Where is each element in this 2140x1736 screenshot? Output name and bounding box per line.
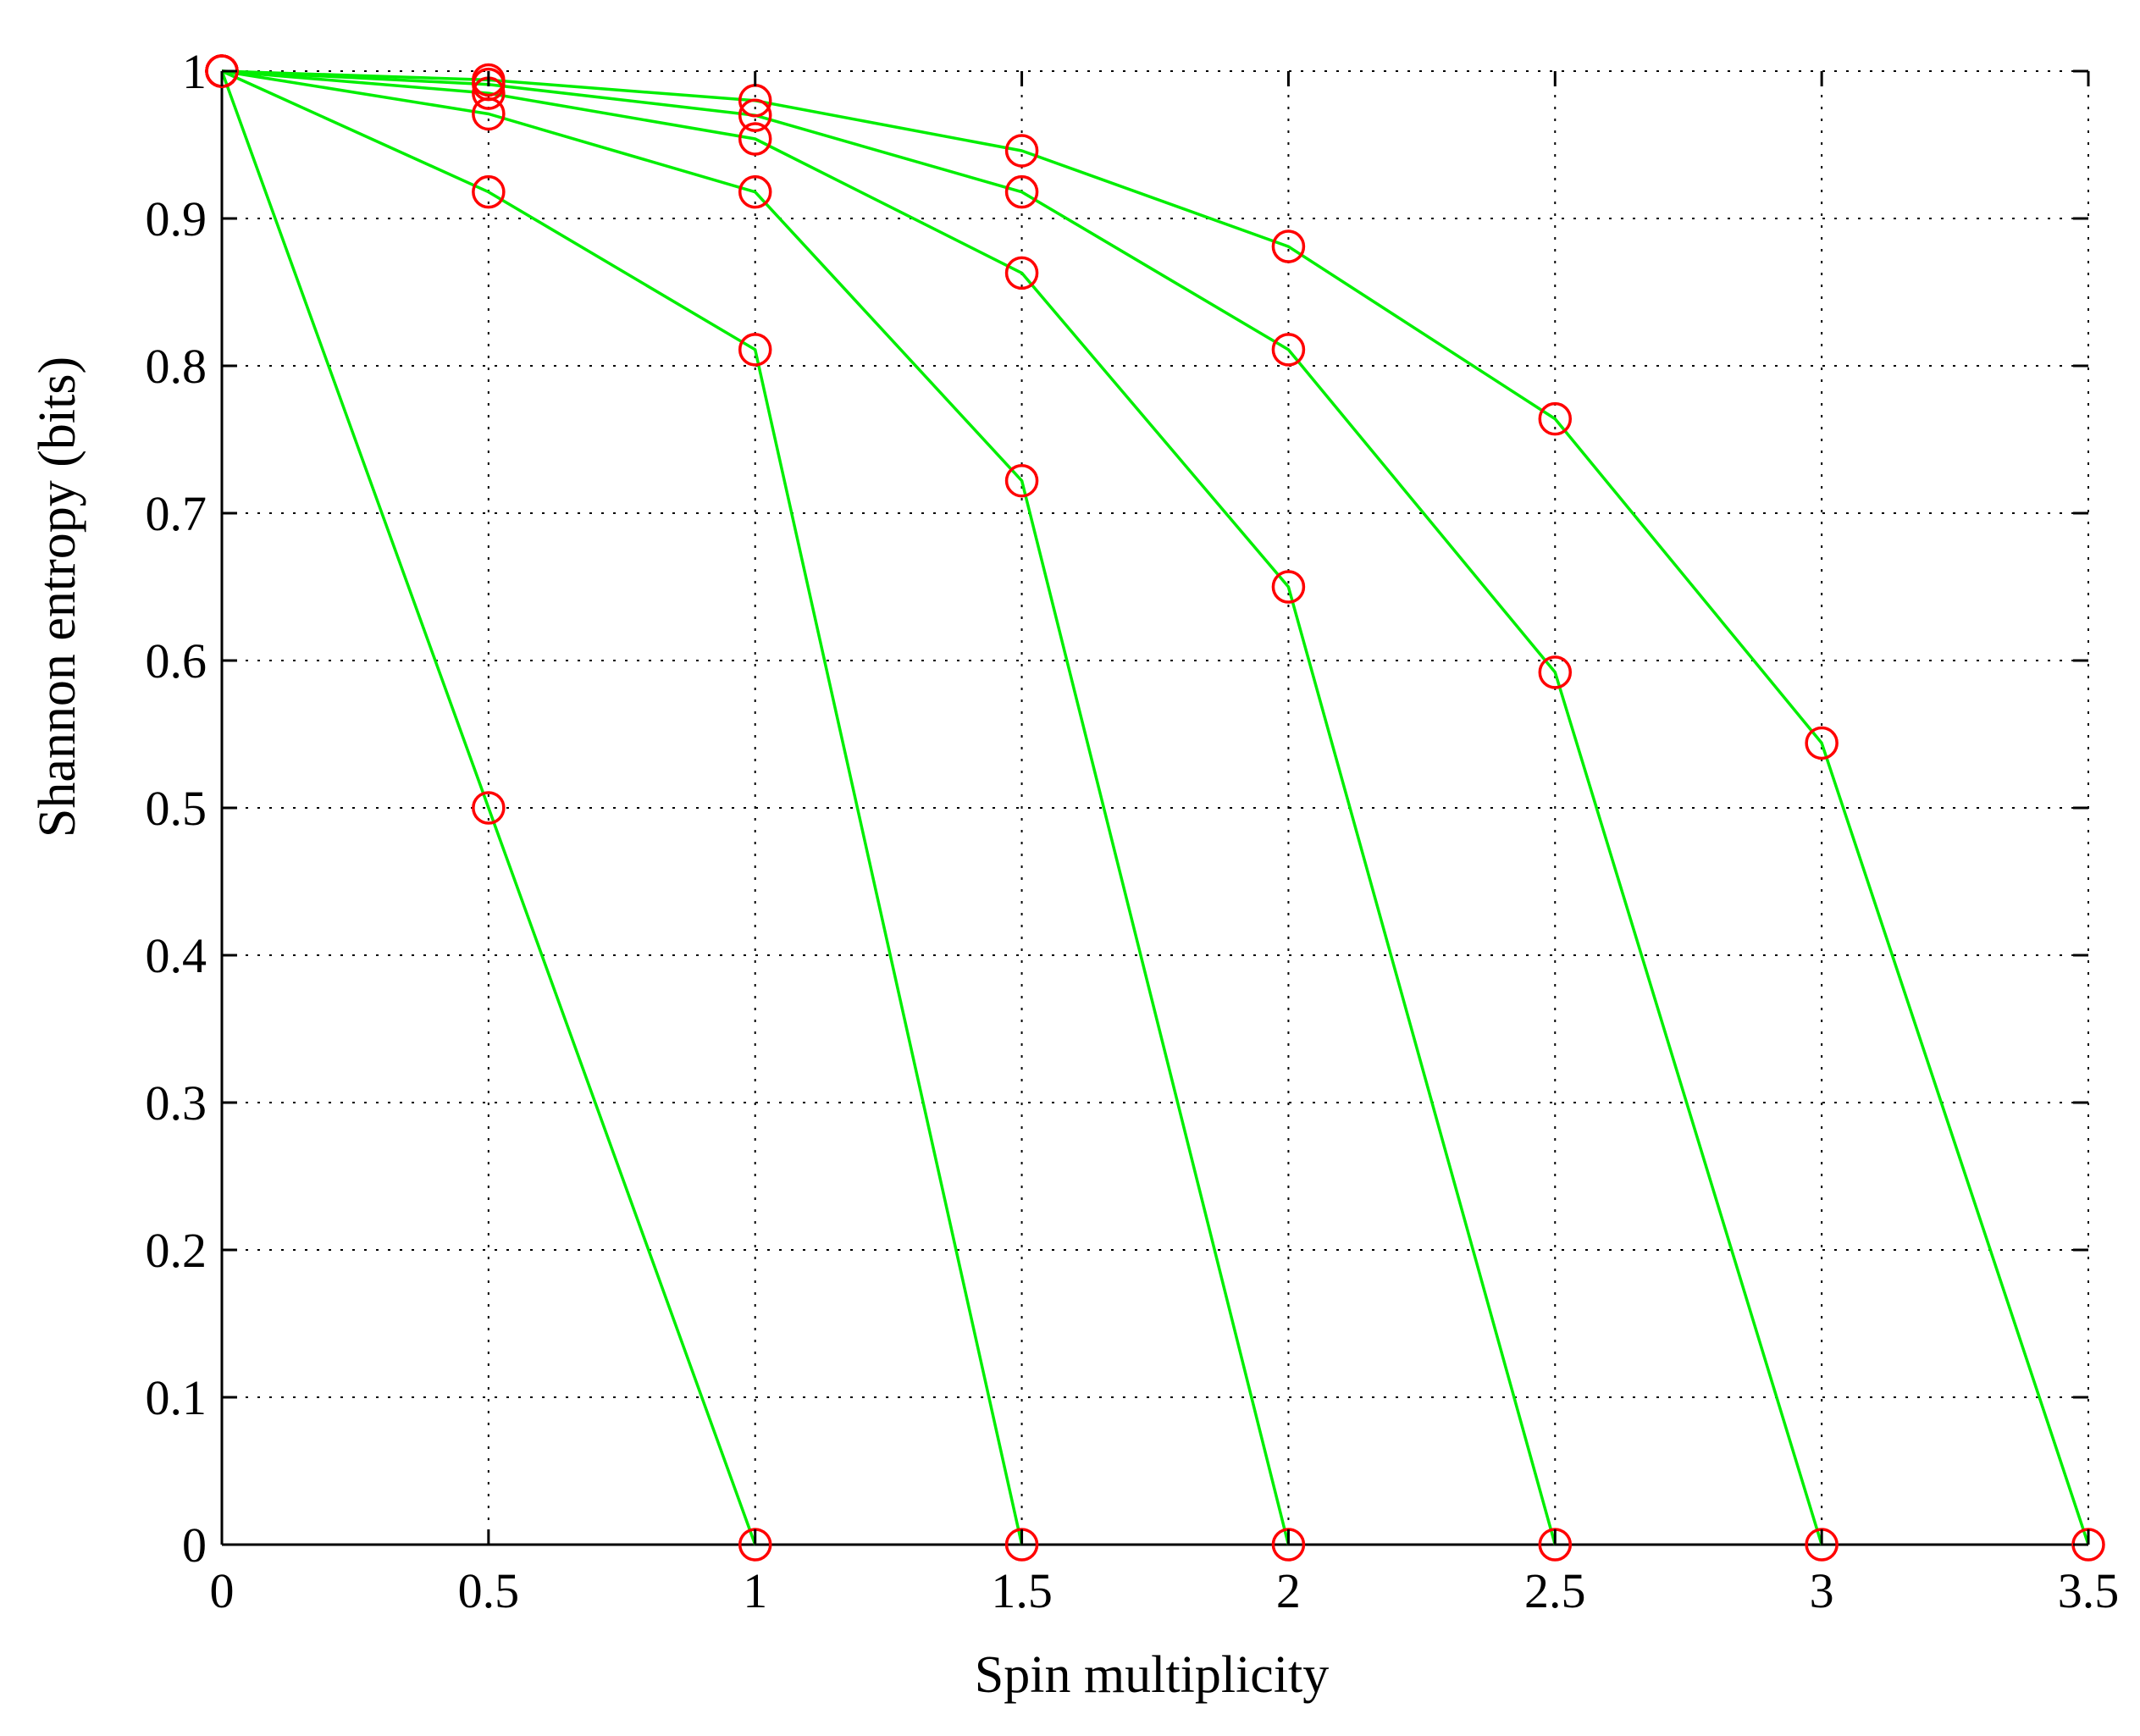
y-tick-label: 0 <box>182 1518 207 1573</box>
y-tick-label: 1 <box>182 44 207 99</box>
y-tick-label: 0.6 <box>146 633 207 688</box>
y-tick-label: 0.3 <box>146 1075 207 1131</box>
y-tick-label: 0.2 <box>146 1223 207 1278</box>
data-point <box>1271 333 1306 367</box>
series-line-4 <box>221 69 1557 1545</box>
data-point <box>1004 256 1039 290</box>
x-axis-label: Spin multiplicity <box>975 1646 1330 1704</box>
y-axis-label: Shannon entropy (bits) <box>29 357 86 838</box>
x-axis-ticks: 0 0.5 1 1.5 2 2.5 3 3.5 <box>210 71 2120 1618</box>
data-point <box>1805 726 1839 760</box>
x-tick-label: 2 <box>1276 1563 1301 1618</box>
data-point <box>738 122 772 156</box>
x-tick-label: 0 <box>210 1563 235 1618</box>
data-point <box>1538 401 1573 436</box>
y-axis-ticks: 0 0.1 0.2 0.3 0.4 0.5 0.6 0.7 0.8 0.9 1 <box>146 44 2088 1573</box>
data-point <box>1004 463 1039 498</box>
y-tick-label: 0.5 <box>146 781 207 836</box>
data-point <box>738 98 772 132</box>
data-point <box>1004 134 1039 168</box>
data-point <box>738 333 772 367</box>
series-group <box>205 54 2105 1562</box>
data-point <box>472 63 506 97</box>
series-line-2 <box>221 69 1024 1545</box>
y-tick-label: 0.1 <box>146 1370 207 1425</box>
data-point <box>472 174 506 209</box>
data-point <box>472 791 506 825</box>
y-tick-label: 0.7 <box>146 486 207 541</box>
x-tick-label: 0.5 <box>458 1563 520 1618</box>
y-tick-label: 0.8 <box>146 339 207 394</box>
data-point <box>738 174 772 209</box>
y-tick-label: 0.9 <box>146 191 207 246</box>
series-line-1 <box>220 70 757 1545</box>
data-point <box>1271 570 1306 604</box>
data-point <box>1538 655 1573 689</box>
y-tick-label: 0.4 <box>146 928 207 983</box>
series-line-6 <box>221 69 2090 1545</box>
x-tick-label: 1 <box>743 1563 767 1618</box>
x-tick-label: 1.5 <box>991 1563 1053 1618</box>
data-point <box>1271 229 1306 263</box>
series-line-3 <box>221 69 1291 1545</box>
x-tick-label: 3.5 <box>2058 1563 2120 1618</box>
x-tick-label: 2.5 <box>1524 1563 1586 1618</box>
x-tick-label: 3 <box>1810 1563 1834 1618</box>
data-point <box>1004 174 1039 209</box>
